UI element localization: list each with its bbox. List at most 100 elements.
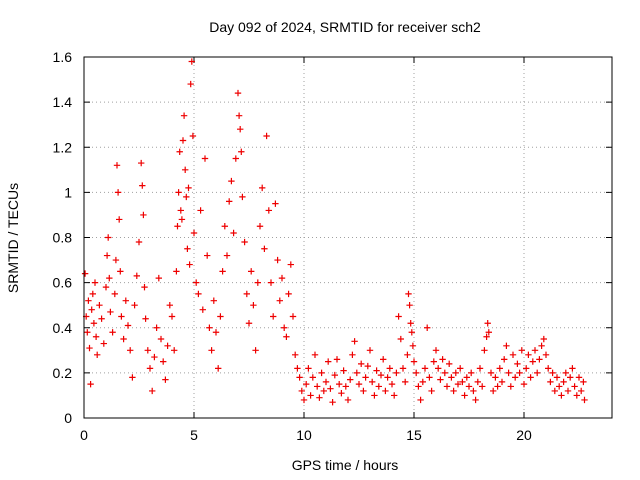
- data-point: [111, 290, 118, 298]
- data-point: [96, 301, 103, 309]
- data-point: [204, 252, 211, 259]
- data-point: [87, 380, 94, 388]
- data-point: [484, 320, 491, 327]
- data-point: [538, 342, 545, 349]
- data-point: [358, 360, 365, 368]
- data-point: [248, 268, 255, 275]
- data-point: [405, 290, 412, 298]
- data-point: [472, 396, 479, 404]
- data-point: [498, 378, 506, 386]
- data-point: [155, 274, 162, 282]
- data-point: [351, 338, 358, 345]
- data-point: [285, 290, 292, 298]
- data-point: [162, 376, 169, 383]
- data-point: [516, 369, 523, 377]
- data-point: [129, 374, 136, 381]
- data-point: [141, 283, 148, 291]
- data-point: [140, 211, 147, 219]
- data-point: [373, 367, 380, 374]
- y-tick-label: 0: [64, 410, 72, 426]
- data-point: [206, 324, 213, 331]
- data-point: [228, 177, 235, 185]
- data-point: [109, 329, 116, 336]
- y-tick-label: 1.2: [53, 139, 73, 155]
- data-point: [540, 335, 547, 343]
- data-point: [178, 216, 186, 223]
- data-point: [409, 342, 417, 349]
- data-point: [355, 380, 363, 388]
- data-point: [371, 392, 378, 399]
- grid: [84, 57, 612, 418]
- data-point: [259, 184, 266, 192]
- data-point: [402, 378, 409, 386]
- data-point: [177, 207, 184, 214]
- x-tick-label: 5: [190, 427, 198, 443]
- y-tick-label: 0.8: [53, 230, 73, 246]
- data-point: [173, 268, 180, 275]
- data-point: [215, 365, 222, 372]
- data-point: [102, 283, 110, 291]
- data-point: [384, 374, 391, 381]
- data-point: [94, 351, 101, 359]
- data-point: [217, 313, 224, 320]
- data-point: [432, 347, 440, 354]
- data-point: [278, 274, 286, 282]
- data-point: [406, 301, 413, 309]
- data-point: [419, 378, 426, 386]
- data-point: [505, 369, 512, 377]
- data-point: [494, 383, 501, 390]
- data-point: [294, 365, 301, 372]
- data-point: [320, 387, 327, 395]
- data-point: [199, 306, 206, 313]
- data-point: [201, 155, 209, 162]
- data-point: [189, 132, 197, 140]
- data-point: [465, 383, 473, 390]
- data-point: [305, 365, 312, 372]
- data-point: [534, 369, 541, 377]
- data-point: [487, 369, 495, 377]
- data-point: [223, 252, 231, 259]
- data-point: [347, 376, 354, 383]
- data-point: [413, 369, 420, 377]
- data-point: [84, 329, 91, 336]
- data-point: [117, 268, 124, 275]
- data-point: [567, 374, 574, 381]
- data-point: [237, 126, 244, 133]
- data-point: [226, 198, 233, 205]
- data-point: [252, 347, 259, 354]
- data-point: [507, 383, 514, 390]
- data-point: [283, 333, 290, 340]
- data-point: [114, 189, 122, 196]
- data-point: [536, 356, 543, 363]
- data-point: [179, 137, 187, 144]
- data-point: [527, 374, 534, 381]
- data-point: [221, 223, 228, 230]
- data-point: [89, 290, 96, 298]
- data-point: [210, 297, 217, 304]
- data-point: [311, 351, 319, 359]
- data-point: [139, 182, 146, 189]
- data-point: [183, 193, 190, 201]
- data-point: [391, 392, 398, 399]
- data-point: [85, 297, 92, 304]
- data-point: [375, 383, 382, 390]
- y-tick-label: 0.2: [53, 365, 73, 381]
- data-point: [523, 365, 530, 372]
- x-tick-label: 20: [516, 427, 532, 443]
- data-point: [338, 389, 345, 397]
- data-point: [353, 369, 360, 377]
- data-point: [261, 245, 268, 252]
- data-point: [171, 347, 178, 354]
- data-point: [360, 387, 367, 395]
- data-point: [452, 369, 459, 377]
- data-point: [490, 387, 497, 395]
- data-point: [430, 358, 437, 365]
- data-point: [520, 380, 528, 388]
- data-point: [274, 256, 281, 264]
- data-point: [234, 89, 242, 97]
- data-point: [164, 342, 171, 349]
- data-point: [435, 365, 442, 372]
- y-tick-label: 0.6: [53, 275, 73, 291]
- data-point: [230, 229, 237, 237]
- data-point: [382, 387, 389, 395]
